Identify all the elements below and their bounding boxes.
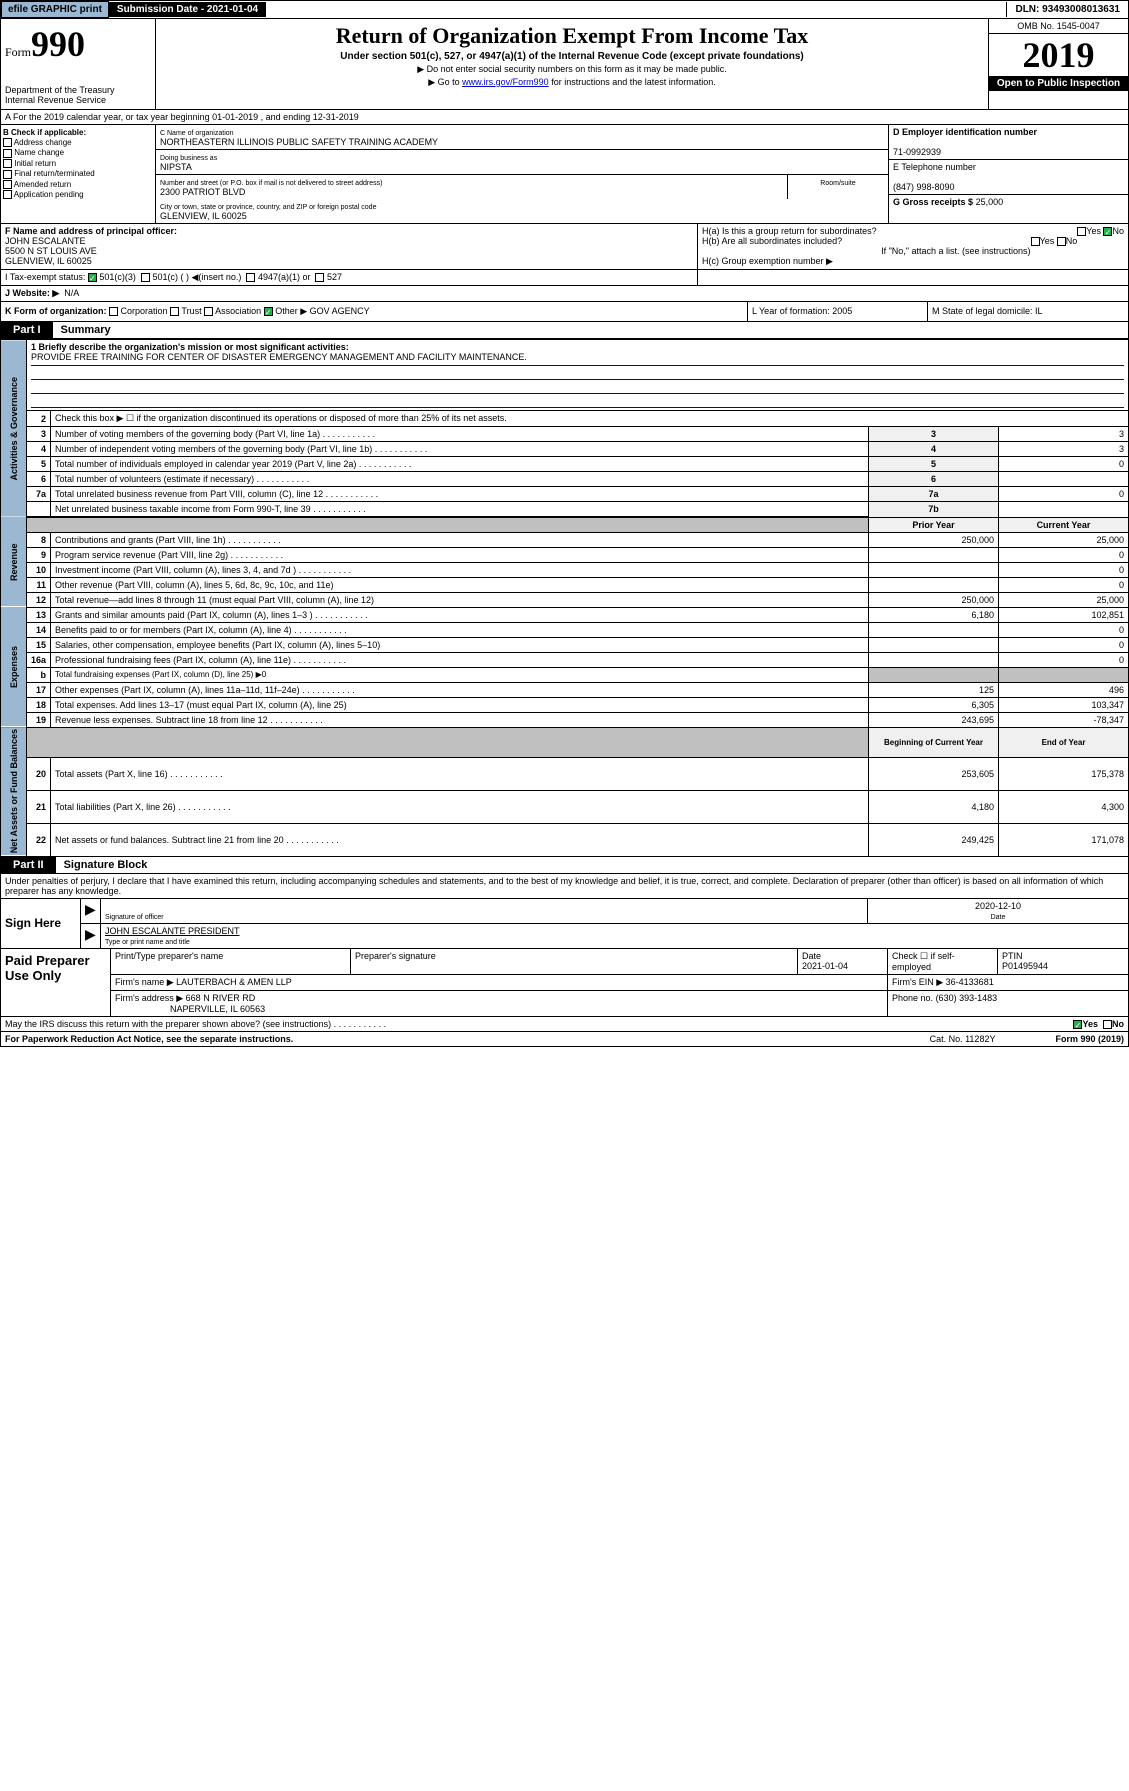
form-title: Return of Organization Exempt From Incom… [160, 23, 984, 49]
form-number: 990 [31, 24, 85, 64]
box-b: B Check if applicable: Address change Na… [1, 125, 156, 223]
form-word: Form [5, 45, 31, 59]
part-ii-header: Part IISignature Block [0, 857, 1129, 874]
checkbox-corp[interactable] [109, 307, 118, 316]
firm-ein: 36-4133681 [946, 977, 994, 987]
firm-name: LAUTERBACH & AMEN LLP [176, 977, 292, 987]
tab-net-assets: Net Assets or Fund Balances [1, 727, 27, 856]
line-18-current: 103,347 [999, 697, 1129, 712]
submission-date: Submission Date - 2021-01-04 [109, 2, 266, 17]
section-a: A For the 2019 calendar year, or tax yea… [0, 110, 1129, 125]
row-k: K Form of organization: Corporation Trus… [0, 302, 1129, 322]
line-5-value: 0 [999, 457, 1129, 472]
form990-link[interactable]: www.irs.gov/Form990 [462, 77, 549, 87]
officer-name: JOHN ESCALANTE [5, 236, 86, 246]
instruction-1: ▶ Do not enter social security numbers o… [160, 64, 984, 75]
line-22-boy: 249,425 [869, 823, 999, 856]
org-type-other: GOV AGENCY [310, 306, 370, 316]
row-f-h: F Name and address of principal officer:… [0, 224, 1129, 270]
perjury-declaration: Under penalties of perjury, I declare th… [1, 874, 1128, 898]
tab-governance: Activities & Governance [1, 340, 27, 518]
officer-signature-name: JOHN ESCALANTE PRESIDENT [105, 926, 240, 936]
checkbox-discuss-no[interactable] [1103, 1020, 1112, 1029]
checkbox-hb-yes[interactable] [1031, 237, 1040, 246]
top-bar: efile GRAPHIC print Submission Date - 20… [0, 0, 1129, 19]
info-grid: B Check if applicable: Address change Na… [0, 125, 1129, 224]
department: Department of the Treasury Internal Reve… [5, 85, 151, 105]
checkbox-527[interactable] [315, 273, 324, 282]
instruction-2: ▶ Go to www.irs.gov/Form990 for instruct… [160, 77, 984, 88]
row-j: J Website: ▶ N/A [0, 286, 1129, 302]
line-4-value: 3 [999, 442, 1129, 457]
checkbox-final-return[interactable] [3, 170, 12, 179]
preparer-date: 2021-01-04 [802, 961, 848, 971]
checkbox-address-change[interactable] [3, 138, 12, 147]
open-inspection: Open to Public Inspection [989, 76, 1128, 91]
firm-address: 668 N RIVER RD [186, 993, 256, 1003]
line-18-prior: 6,305 [869, 697, 999, 712]
form-subtitle: Under section 501(c), 527, or 4947(a)(1)… [160, 51, 984, 62]
tab-expenses: Expenses [1, 607, 27, 727]
city-state-zip: GLENVIEW, IL 60025 [160, 211, 247, 221]
tax-year: 2019 [989, 34, 1128, 76]
checkbox-amended[interactable] [3, 180, 12, 189]
sign-date: 2020-12-10 [975, 901, 1021, 911]
form-header: Form990 Department of the Treasury Inter… [0, 19, 1129, 110]
checkbox-ha-yes[interactable] [1077, 227, 1086, 236]
row-i: I Tax-exempt status: ✓ 501(c)(3) 501(c) … [0, 270, 1129, 286]
checkbox-501c[interactable] [141, 273, 150, 282]
gross-receipts: 25,000 [976, 197, 1004, 207]
line-12-current: 25,000 [999, 592, 1129, 607]
checkbox-assoc[interactable] [204, 307, 213, 316]
line-12-prior: 250,000 [869, 592, 999, 607]
sign-here-label: Sign Here [1, 899, 81, 948]
checkbox-other[interactable]: ✓ [264, 307, 273, 316]
discuss-row: May the IRS discuss this return with the… [0, 1017, 1129, 1032]
footer: For Paperwork Reduction Act Notice, see … [0, 1032, 1129, 1047]
checkbox-initial-return[interactable] [3, 159, 12, 168]
checkbox-hb-no[interactable] [1057, 237, 1066, 246]
website: N/A [64, 288, 79, 298]
efile-button[interactable]: efile GRAPHIC print [1, 1, 109, 18]
line-22-eoy: 171,078 [999, 823, 1129, 856]
checkbox-4947[interactable] [246, 273, 255, 282]
line-7a-value: 0 [999, 487, 1129, 502]
telephone: (847) 998-8090 [893, 182, 955, 192]
paid-preparer: Paid Preparer Use Only Print/Type prepar… [0, 949, 1129, 1017]
line-3-value: 3 [999, 427, 1129, 442]
street-address: 2300 PATRIOT BLVD [160, 187, 245, 197]
ein: 71-0992939 [893, 147, 941, 157]
omb-number: OMB No. 1545-0047 [989, 19, 1128, 34]
year-formation: L Year of formation: 2005 [748, 302, 928, 321]
checkbox-501c3[interactable]: ✓ [88, 273, 97, 282]
tab-revenue: Revenue [1, 517, 27, 607]
part-i-header: Part ISummary [0, 322, 1129, 339]
firm-phone: (630) 393-1483 [936, 993, 998, 1003]
box-c: C Name of organizationNORTHEASTERN ILLIN… [156, 125, 888, 223]
line-8-current: 25,000 [999, 532, 1129, 547]
line-8-prior: 250,000 [869, 532, 999, 547]
checkbox-application-pending[interactable] [3, 190, 12, 199]
checkbox-name-change[interactable] [3, 149, 12, 158]
checkbox-trust[interactable] [170, 307, 179, 316]
org-name: NORTHEASTERN ILLINOIS PUBLIC SAFETY TRAI… [160, 137, 438, 147]
state-domicile: M State of legal domicile: IL [928, 302, 1128, 321]
dln: DLN: 93493008013631 [1006, 2, 1128, 17]
ptin: P01495944 [1002, 961, 1048, 971]
mission-text: PROVIDE FREE TRAINING FOR CENTER OF DISA… [31, 352, 527, 362]
dba: NIPSTA [160, 162, 192, 172]
summary-table: Activities & Governance 1 Briefly descri… [0, 339, 1129, 857]
